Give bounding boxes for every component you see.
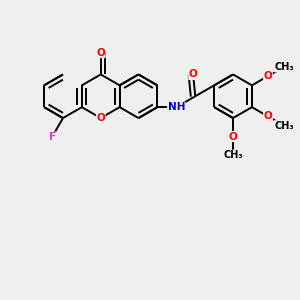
- Text: CH₃: CH₃: [223, 150, 243, 160]
- Text: O: O: [264, 111, 272, 122]
- Text: F: F: [49, 132, 56, 142]
- Text: O: O: [96, 113, 105, 123]
- Text: O: O: [229, 132, 237, 142]
- Text: O: O: [189, 70, 197, 80]
- Text: CH₃: CH₃: [274, 62, 294, 72]
- Text: NH: NH: [168, 102, 185, 112]
- Text: O: O: [96, 48, 105, 58]
- Text: CH₃: CH₃: [274, 121, 294, 131]
- Text: O: O: [264, 71, 272, 81]
